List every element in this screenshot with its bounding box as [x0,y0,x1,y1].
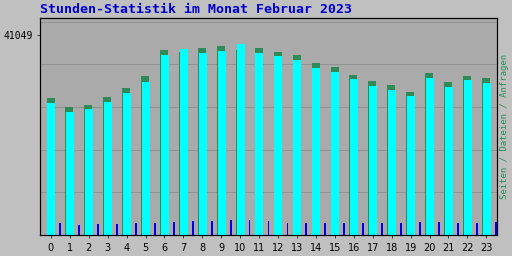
Bar [274,52,282,235]
Bar [217,46,225,235]
Bar [312,63,319,235]
Bar [192,221,194,235]
Bar [230,220,231,235]
Bar [173,222,175,235]
Bar [116,224,118,235]
Bar [249,220,250,235]
Bar [381,223,383,235]
Bar [495,222,497,235]
Bar [369,86,377,235]
Bar [154,222,156,235]
Bar [388,90,396,235]
Bar [84,104,93,235]
Bar [218,51,226,235]
Bar [47,103,55,235]
Bar [457,223,459,235]
Bar [331,67,338,235]
Bar [419,222,421,235]
Bar [426,78,434,235]
Bar [483,83,490,235]
Bar [362,223,364,235]
Bar [78,225,80,235]
Bar [180,49,188,235]
Bar [161,55,169,235]
Bar [350,74,357,235]
Bar [236,50,244,235]
Bar [369,81,376,235]
Text: Stunden-Statistik im Monat Februar 2023: Stunden-Statistik im Monat Februar 2023 [40,4,352,16]
Bar [179,52,187,235]
Bar [199,53,207,235]
Bar [407,92,414,235]
Bar [425,73,433,235]
Bar [445,87,453,235]
Bar [287,222,288,235]
Bar [444,82,452,235]
Bar [66,107,74,235]
Bar [85,109,93,235]
Bar [400,223,402,235]
Bar [407,97,415,235]
Bar [464,80,472,235]
Bar [312,68,321,235]
Bar [293,55,301,235]
Bar [141,76,149,235]
Bar [59,223,61,235]
Y-axis label: Seiten / Dateien / Anfragen: Seiten / Dateien / Anfragen [500,54,508,199]
Bar [325,222,326,235]
Bar [122,88,130,235]
Bar [350,79,358,235]
Bar [255,53,264,235]
Bar [255,48,263,235]
Bar [66,112,74,235]
Bar [293,60,302,235]
Bar [237,44,245,235]
Bar [268,221,269,235]
Bar [135,223,137,235]
Bar [306,222,307,235]
Bar [160,50,168,235]
Bar [47,98,55,235]
Bar [123,93,131,235]
Bar [476,223,478,235]
Bar [482,78,490,235]
Bar [344,223,345,235]
Bar [104,102,112,235]
Bar [211,221,212,235]
Bar [388,85,395,235]
Bar [463,76,471,235]
Bar [142,81,150,235]
Bar [198,48,206,235]
Bar [97,224,99,235]
Bar [331,72,339,235]
Bar [274,56,283,235]
Bar [438,222,440,235]
Bar [103,97,112,235]
